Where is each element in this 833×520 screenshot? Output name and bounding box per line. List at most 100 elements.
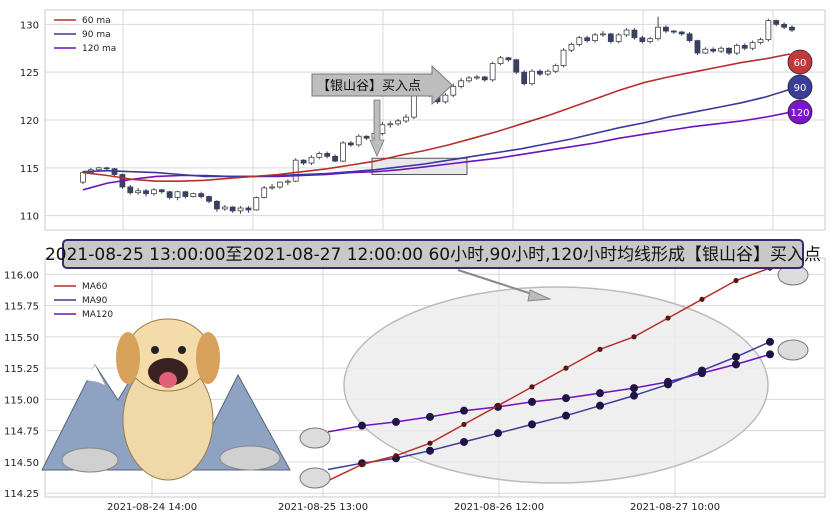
top-ytick-label: 110	[20, 212, 39, 223]
candle-body	[639, 37, 646, 42]
candle-body	[308, 156, 315, 164]
candle-body	[733, 44, 740, 54]
candle-body	[150, 189, 157, 195]
ma60-bottom-point	[597, 346, 603, 352]
candle-body	[182, 191, 189, 197]
candle-body	[670, 30, 677, 33]
legend-60ma-label: 60 ma	[82, 16, 111, 26]
bottom-ytick-label: 115.00	[4, 395, 39, 406]
ma90-bottom-point	[630, 391, 638, 400]
dog-eye-left	[151, 346, 159, 354]
candle-body	[332, 155, 338, 162]
ma60-bottom-point	[733, 277, 739, 284]
ma60-bottom-point	[665, 315, 671, 321]
silver-ingot-icon	[299, 427, 331, 449]
ma60-line	[82, 53, 791, 182]
candle-body	[103, 167, 110, 170]
ma120-bottom-point	[630, 384, 638, 393]
bottom-xtick-label: 2021-08-27 10:00	[630, 502, 720, 513]
ma90-bottom-point	[528, 420, 536, 429]
ma90-line	[82, 88, 791, 178]
candle-body	[521, 71, 528, 85]
top-ytick-label: 125	[20, 68, 39, 79]
ma60-bottom-point	[393, 453, 399, 459]
ma-badge-90	[787, 74, 813, 100]
candle-body	[513, 59, 520, 73]
candle-body	[410, 92, 417, 118]
bottom-ytick-label: 115.50	[4, 333, 39, 344]
dog-ear-right	[196, 332, 220, 384]
candle-body	[229, 206, 236, 212]
ma-badge-60	[787, 49, 813, 75]
ma60-bottom-point	[631, 334, 637, 340]
ma120-bottom-point	[596, 389, 604, 398]
candle-body	[560, 49, 567, 66]
candle-body	[584, 37, 591, 42]
candle-body	[607, 33, 614, 42]
ma60-bottom-point	[699, 296, 705, 302]
candle-body	[253, 197, 260, 211]
banner-pointer-line	[457, 269, 539, 297]
mountain-snow	[86, 365, 105, 385]
ma90-bottom-point	[494, 429, 502, 438]
candle-body	[442, 94, 449, 103]
candle-body	[237, 207, 244, 212]
ma90-bottom-point	[664, 380, 672, 389]
candle-body	[221, 206, 228, 210]
ma60-bottom-point	[461, 421, 467, 428]
candle-body	[600, 33, 606, 36]
candle-body	[481, 76, 488, 81]
highlight-ellipse	[343, 286, 769, 484]
ma90-bottom-point	[460, 437, 468, 446]
candle-body	[403, 116, 409, 122]
ma60-bottom-point	[359, 461, 365, 468]
candle-body	[552, 65, 559, 72]
candle-body	[245, 207, 252, 211]
candle-body	[324, 153, 331, 157]
candle-body	[694, 40, 701, 54]
bottom-ytick-label: 115.25	[4, 364, 39, 375]
candle-body	[340, 142, 346, 162]
ma90-bottom-point	[562, 411, 570, 420]
ma-badge-label-90: 90	[794, 83, 807, 94]
candle-body	[395, 120, 402, 125]
candle-body	[206, 196, 212, 202]
ma-badge-label-60: 60	[794, 58, 807, 69]
callout-label: 【银山谷】买入点	[317, 79, 421, 94]
candle-body	[466, 77, 472, 82]
ma120-bottom-point	[392, 417, 400, 426]
candle-body	[292, 159, 299, 182]
candle-body	[269, 186, 275, 189]
candle-body	[166, 191, 173, 198]
bottom-ytick-label: 116.00	[4, 270, 39, 281]
candle-body	[300, 159, 307, 164]
callout-arrow	[311, 64, 453, 106]
legend-90ma-label: 90 ma	[82, 30, 111, 40]
candle-body	[458, 80, 465, 87]
ma60-bottom-point	[427, 440, 433, 446]
signal-banner-text: 2021-08-25 13:00:00至2021-08-27 12:00:00 …	[45, 245, 821, 265]
legend-ma90-label: MA90	[82, 296, 108, 306]
bottom-ytick-label: 114.50	[4, 458, 39, 469]
mountain-right	[189, 373, 291, 471]
candle-body	[623, 29, 630, 36]
ma120-bottom-point	[528, 397, 536, 406]
candle-body	[135, 190, 142, 194]
candle-body	[95, 167, 102, 171]
candle-body	[190, 193, 197, 197]
candle-body	[355, 135, 362, 146]
candle-body	[678, 31, 685, 35]
silver-ingot-left	[61, 447, 119, 473]
callout-down-arrow	[369, 99, 385, 157]
candle-body	[473, 76, 480, 79]
signal-banner-box	[62, 239, 804, 269]
ma90-bottom-point	[426, 446, 434, 455]
ma90-bottom-line	[327, 341, 771, 471]
silver-ingot-icon	[299, 467, 331, 489]
ma60-bottom-point	[563, 365, 569, 371]
ma60-bottom-line	[327, 267, 771, 482]
candle-body	[537, 70, 543, 75]
candle-body	[127, 186, 134, 194]
bottom-xtick-label: 2021-08-24 14:00	[107, 502, 197, 513]
